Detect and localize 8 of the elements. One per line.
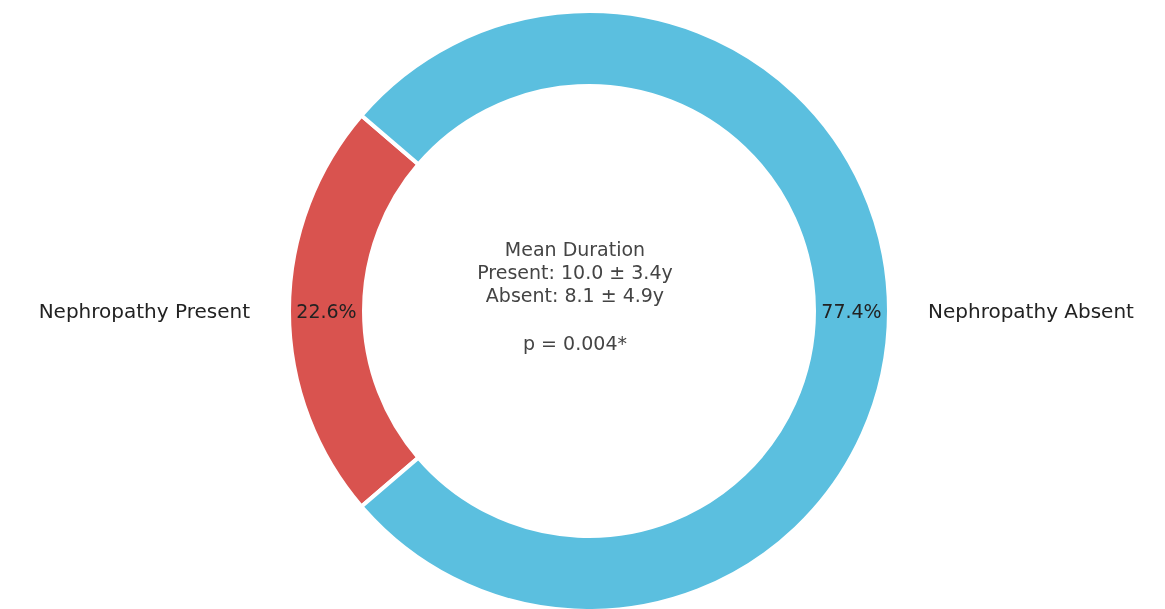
text: Absent: 8.1 ± 4.9y [485, 284, 665, 306]
text: p = 0.004* [523, 332, 627, 354]
slice-label: Nephropathy Present [38, 299, 251, 323]
text: Mean Duration [504, 238, 646, 260]
text: Present: 10.0 ± 3.4y [477, 261, 673, 283]
data-label: 22.6% [296, 300, 357, 322]
slice-label: Nephropathy Absent [928, 299, 1135, 323]
data-label: 77.4% [821, 300, 882, 322]
